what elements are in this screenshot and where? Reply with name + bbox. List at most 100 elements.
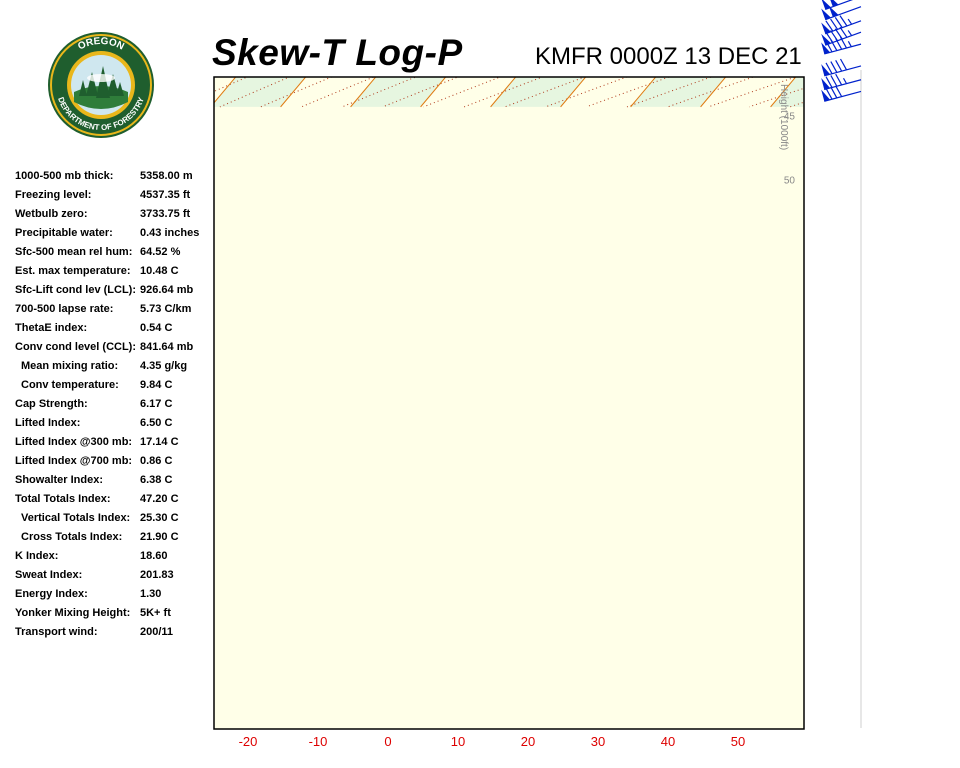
stat-label: Lifted Index @300 mb: [15,436,133,448]
temperature-band [490,77,586,107]
stat-row: Total Totals Index: 47.20 C [15,491,215,510]
stat-value: 926.64 mb [140,284,194,296]
height-tick-label: 40 [784,50,796,61]
isotherm [911,0,960,107]
logo-outer-rim [50,34,152,136]
wind-barb [821,26,862,46]
wind-barb [821,5,862,21]
stat-row: Cross Totals Index: 21.90 C [15,529,215,548]
height-tick-label: 50 [784,176,796,187]
stat-label: Sfc-Lift cond lev (LCL): [15,284,136,296]
stat-value: 0.86 C [140,455,173,467]
stat-row: Energy Index: 1.30 [15,586,215,605]
plot-area: 0.412358200mb300mb400mb500mb600mb700mb80… [0,0,960,187]
stat-value: 201.83 [140,569,174,581]
sounding-indices-panel: 1000-500 mb thick: 5358.00 m Freezing leve… [15,168,215,643]
isotherm [841,0,960,107]
dry-adiabat [789,101,804,108]
height-axis-label: Height (1000ft) [778,84,789,150]
stat-value: 6.50 C [140,417,173,429]
stat-value: 17.14 C [140,436,179,448]
stat-label: Transport wind: [15,626,98,638]
stat-label: Freezing level: [15,189,92,201]
stat-value: 5358.00 m [140,170,193,182]
stat-row: Sfc-500 mean rel hum: 64.52 % [15,244,215,263]
dry-adiabat [871,0,960,107]
x-tick-label: 20 [521,734,535,749]
temperature-band [911,0,960,107]
stat-label: Total Totals Index: [15,493,111,505]
stat-row: Sweat Index: 201.83 [15,567,215,586]
stat-value: 10.48 C [140,265,179,277]
stat-value: 6.17 C [140,398,173,410]
stat-row: Lifted Index @700 mb: 0.86 C [15,453,215,472]
stat-row: Mean mixing ratio: 4.35 g/kg [15,358,215,377]
logo-cloud [87,74,115,82]
stat-value: 200/11 [140,626,174,638]
stat-value: 0.43 inches [140,227,200,239]
stat-value: 9.84 C [140,379,173,391]
freezing-isotherm [911,0,960,107]
stat-row: Conv cond level (CCL): 841.64 mb [15,339,215,358]
height-tick-label: 35 [784,0,796,3]
x-tick-label: 50 [731,734,745,749]
stat-row: Lifted Index @300 mb: 17.14 C [15,434,215,453]
chart-title: Skew-T Log-P [212,32,463,73]
x-tick-label: 40 [661,734,675,749]
wind-barb [821,58,862,77]
stat-label: Conv cond level (CCL): [15,341,137,353]
stat-label: Cross Totals Index: [21,531,123,543]
stat-row: Precipitable water: 0.43 inches [15,225,215,244]
x-tick-label: 30 [591,734,605,749]
wind-barb [821,0,854,11]
dry-adiabat [953,0,960,107]
stat-row: ThetaE index: 0.54 C [15,320,215,339]
stat-value: 5K+ ft [140,607,171,619]
logo-top-text: OREGON [76,36,125,53]
x-tick-label: -10 [309,734,328,749]
x-tick-label: -20 [239,734,258,749]
stat-row: Conv temperature: 9.84 C [15,377,215,396]
stat-value: 47.20 C [140,493,179,505]
stat-row: Est. max temperature: 10.48 C [15,263,215,282]
stat-label: 1000-500 mb thick: [15,170,114,182]
stat-row: Wetbulb zero: 3733.75 ft [15,206,215,225]
stat-value: 4.35 g/kg [140,360,188,372]
wind-barb [821,85,862,102]
stat-label: Yonker Mixing Height: [15,607,131,619]
stat-value: 0.54 C [140,322,173,334]
stat-row: Vertical Totals Index: 25.30 C [15,510,215,529]
station-time-label: KMFR 0000Z 13 DEC 21 [535,43,802,70]
stat-value: 18.60 [140,550,168,562]
temperature-band [770,77,804,107]
height-tick-label: 45 [784,111,796,122]
temperature-band [350,77,446,107]
wind-barb [821,15,862,35]
stat-label: Lifted Index @700 mb: [15,455,133,467]
sounding-series-0 [0,0,10,112]
stat-row: 1000-500 mb thick: 5358.00 m [15,168,215,187]
stat-row: Showalter Index: 6.38 C [15,472,215,491]
stat-label: Precipitable water: [15,227,113,239]
temperature-band [630,77,726,107]
stat-row: K Index: 18.60 [15,548,215,567]
stat-label: K Index: [15,550,59,562]
wind-barb [821,73,862,91]
stat-label: 700-500 lapse rate: [15,303,114,315]
stat-row: Sfc-Lift cond lev (LCL): 926.64 mb [15,282,215,301]
stat-label: Sfc-500 mean rel hum: [15,246,133,258]
oregon-dept-forestry-logo: OREGON DEPARTMENT OF FORESTRY [48,32,154,138]
stat-label: Mean mixing ratio: [21,360,119,372]
stat-value: 6.38 C [140,474,173,486]
stat-label: ThetaE index: [15,322,88,334]
x-tick-label: 0 [384,734,391,749]
stat-value: 4537.35 ft [140,189,191,201]
stat-row: Freezing level: 4537.35 ft [15,187,215,206]
x-tick-label: 10 [451,734,465,749]
stat-value: 3733.75 ft [140,208,191,220]
stat-value: 1.30 [140,588,162,600]
stat-label: Wetbulb zero: [15,208,88,220]
temperature-band [214,77,306,107]
stat-label: Showalter Index: [15,474,104,486]
